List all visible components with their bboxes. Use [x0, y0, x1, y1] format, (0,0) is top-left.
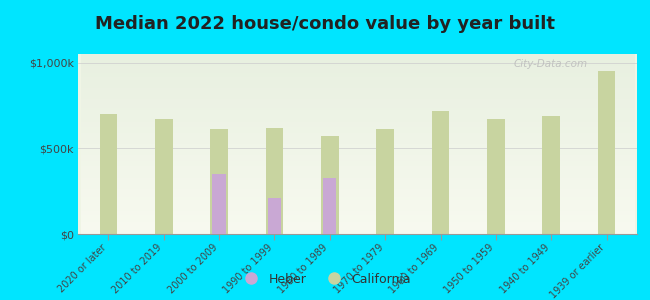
Bar — [213, 174, 226, 234]
Bar — [376, 129, 394, 234]
Bar — [211, 129, 228, 234]
Text: Median 2022 house/condo value by year built: Median 2022 house/condo value by year bu… — [95, 15, 555, 33]
Bar — [542, 116, 560, 234]
Bar — [268, 198, 281, 234]
Bar — [598, 71, 616, 234]
Bar — [323, 178, 337, 234]
Bar — [99, 114, 117, 234]
Legend: Heber, California: Heber, California — [234, 268, 416, 291]
Bar — [487, 119, 504, 234]
Bar — [432, 111, 449, 234]
Bar — [266, 128, 283, 234]
Text: City-Data.com: City-Data.com — [514, 59, 588, 69]
Bar — [155, 119, 173, 234]
Bar — [321, 136, 339, 234]
